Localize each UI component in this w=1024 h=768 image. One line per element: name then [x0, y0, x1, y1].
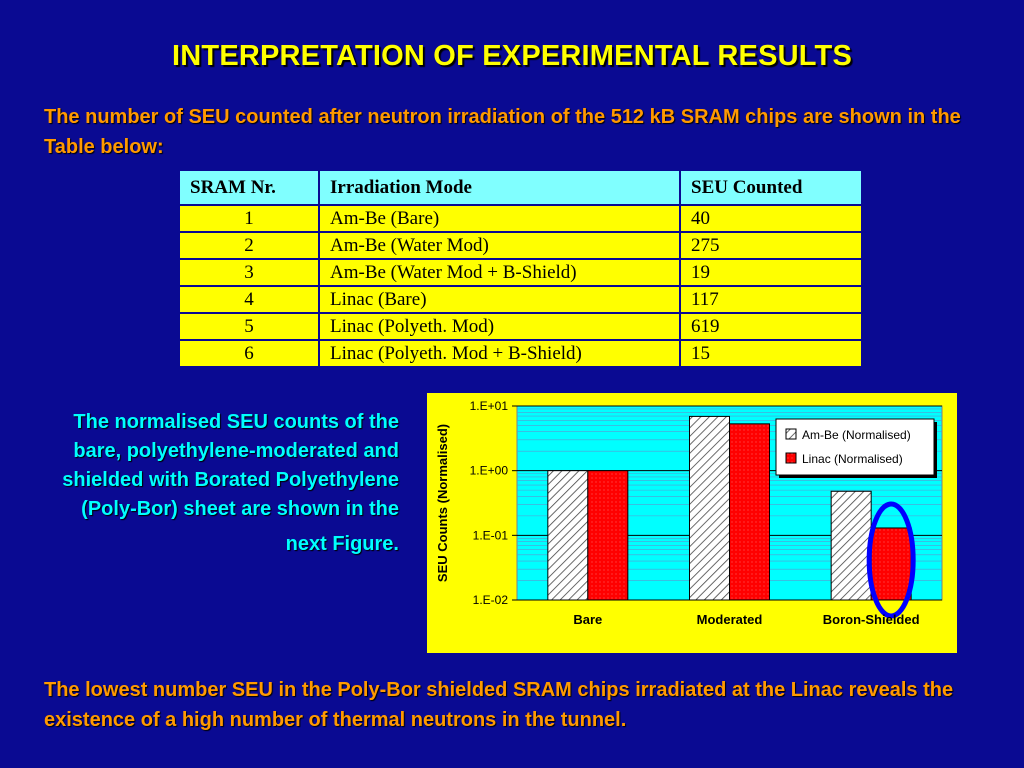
cell-seu-counted: 40	[679, 204, 863, 233]
bar-linac-bare	[587, 470, 629, 601]
cell-seu-counted: 275	[679, 231, 863, 260]
cell-irradiation-mode: Linac (Polyeth. Mod)	[318, 312, 681, 341]
bar-ambe-boron-shielded	[830, 490, 872, 601]
table-row: 2 Am-Be (Water Mod) 275	[178, 231, 863, 260]
y-tick-label: 1.E-02	[473, 593, 509, 607]
bar-linac-boron-shielded	[870, 527, 912, 601]
cell-irradiation-mode: Linac (Bare)	[318, 285, 681, 314]
table-row: 3 Am-Be (Water Mod + B-Shield) 19	[178, 258, 863, 287]
header-irradiation-mode: Irradiation Mode	[318, 169, 681, 206]
cell-irradiation-mode: Am-Be (Water Mod + B-Shield)	[318, 258, 681, 287]
legend-swatch	[785, 452, 797, 464]
bar-ambe-moderated	[689, 415, 730, 601]
side-text-body: The normalised SEU counts of the bare, p…	[62, 411, 399, 520]
table-row: 4 Linac (Bare) 117	[178, 285, 863, 314]
legend-swatch	[785, 428, 797, 440]
bar-linac-moderated	[729, 423, 770, 601]
cell-sram-nr: 1	[178, 204, 320, 233]
legend-box	[775, 418, 935, 476]
seu-table: SRAM Nr. Irradiation Mode SEU Counted 1 …	[178, 169, 863, 368]
conclusion-text: The lowest number SEU in the Poly-Bor sh…	[44, 679, 954, 731]
cell-irradiation-mode: Am-Be (Water Mod)	[318, 231, 681, 260]
legend-label: Linac (Normalised)	[802, 452, 903, 466]
cell-seu-counted: 15	[679, 339, 863, 368]
cell-irradiation-mode: Am-Be (Bare)	[318, 204, 681, 233]
bar-ambe-bare	[547, 470, 589, 601]
y-axis-label: SEU Counts (Normalised)	[435, 424, 450, 582]
x-category-label: Boron-Shielded	[823, 612, 920, 627]
table-row: 1 Am-Be (Bare) 40	[178, 204, 863, 233]
x-category-label: Bare	[573, 612, 602, 627]
cell-irradiation-mode: Linac (Polyeth. Mod + B-Shield)	[318, 339, 681, 368]
cell-seu-counted: 19	[679, 258, 863, 287]
table-header-row: SRAM Nr. Irradiation Mode SEU Counted	[178, 169, 863, 206]
cell-seu-counted: 117	[679, 285, 863, 314]
seu-chart-panel: 1.E-02 1.E-01 1.E+00 1.E+01 Bare Moderated Bor…	[427, 393, 957, 653]
header-seu-counted: SEU Counted	[679, 169, 863, 206]
slide-title: INTERPRETATION OF EXPERIMENTAL RESULTS	[172, 40, 852, 72]
x-category-label: Moderated	[697, 612, 763, 627]
cell-sram-nr: 3	[178, 258, 320, 287]
cell-seu-counted: 619	[679, 312, 863, 341]
y-tick-label: 1.E-01	[473, 528, 509, 542]
header-sram-nr: SRAM Nr.	[178, 169, 320, 206]
side-text-end: next Figure.	[285, 533, 399, 555]
cell-sram-nr: 4	[178, 285, 320, 314]
seu-bar-chart: 1.E-02 1.E-01 1.E+00 1.E+01 Bare Moderated Bor…	[435, 399, 943, 627]
highlight-ellipse	[866, 501, 916, 619]
cell-sram-nr: 6	[178, 339, 320, 368]
side-text: The normalised SEU counts of the bare, p…	[40, 408, 399, 559]
cell-sram-nr: 5	[178, 312, 320, 341]
legend-label: Am-Be (Normalised)	[802, 428, 911, 442]
cell-sram-nr: 2	[178, 231, 320, 260]
table-row: 6 Linac (Polyeth. Mod + B-Shield) 15	[178, 339, 863, 368]
table-row: 5 Linac (Polyeth. Mod) 619	[178, 312, 863, 341]
y-tick-label: 1.E+00	[470, 464, 509, 478]
y-tick-label: 1.E+01	[470, 399, 509, 413]
intro-text: The number of SEU counted after neutron …	[44, 106, 961, 158]
